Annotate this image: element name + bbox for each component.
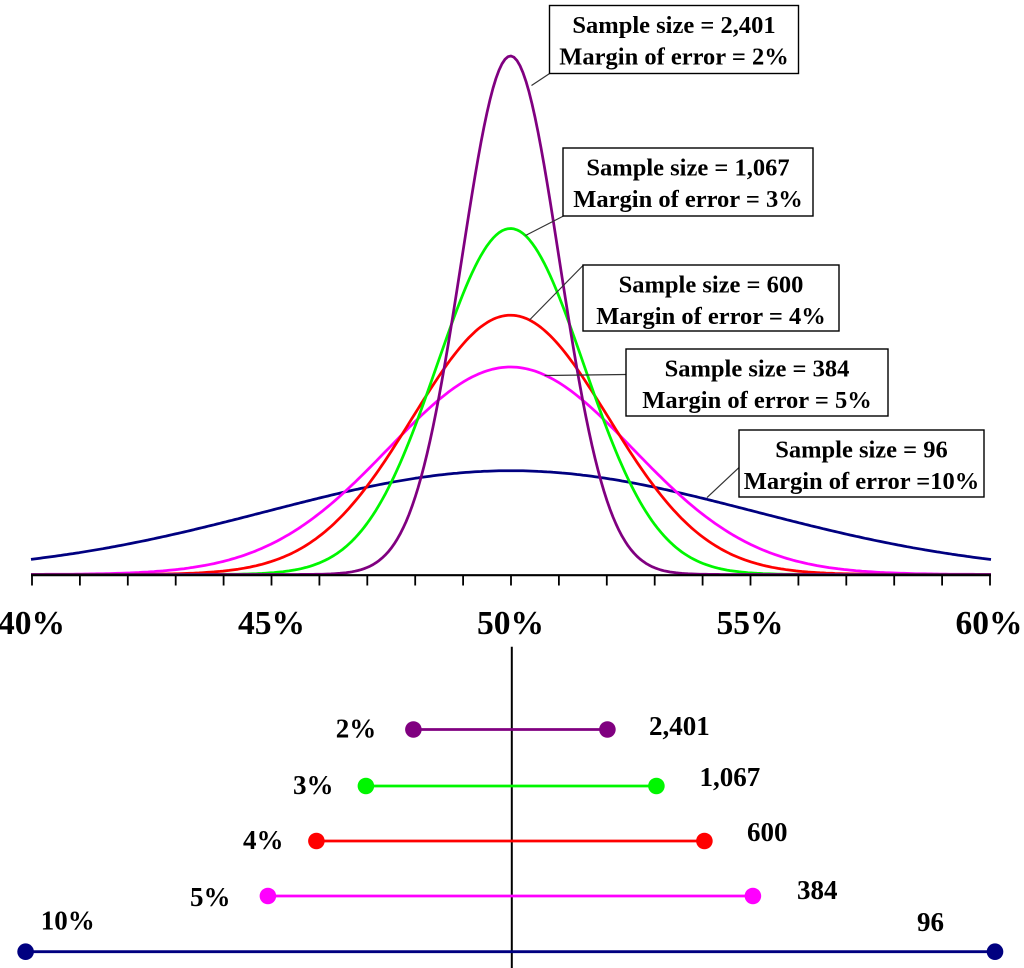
- svg-text:Sample size = 2,401: Sample size = 2,401: [572, 12, 775, 39]
- svg-text:Margin of error = 3%: Margin of error = 3%: [573, 186, 802, 213]
- svg-text:3%: 3%: [293, 770, 334, 800]
- svg-text:2,401: 2,401: [649, 711, 710, 741]
- svg-text:5%: 5%: [190, 882, 231, 912]
- svg-text:Margin of error = 2%: Margin of error = 2%: [559, 43, 788, 70]
- svg-text:45%: 45%: [238, 605, 305, 642]
- svg-text:2%: 2%: [336, 714, 377, 744]
- svg-text:Margin of error = 5%: Margin of error = 5%: [642, 387, 871, 414]
- svg-text:4%: 4%: [243, 825, 284, 855]
- svg-text:Margin of error =10%: Margin of error =10%: [744, 468, 980, 495]
- svg-text:600: 600: [747, 817, 788, 847]
- svg-text:96: 96: [917, 907, 944, 937]
- svg-text:Sample size = 384: Sample size = 384: [665, 355, 850, 382]
- svg-text:55%: 55%: [717, 605, 784, 642]
- svg-text:10%: 10%: [41, 906, 95, 936]
- svg-text:50%: 50%: [477, 605, 544, 642]
- svg-text:40%: 40%: [0, 605, 65, 642]
- svg-text:Sample size = 1,067: Sample size = 1,067: [586, 154, 789, 181]
- svg-text:384: 384: [797, 875, 838, 905]
- svg-text:Sample size = 96: Sample size = 96: [775, 436, 948, 463]
- svg-text:60%: 60%: [956, 605, 1023, 642]
- svg-text:Margin of error = 4%: Margin of error = 4%: [596, 303, 825, 330]
- svg-text:Sample size = 600: Sample size = 600: [619, 271, 804, 298]
- svg-text:1,067: 1,067: [700, 762, 761, 792]
